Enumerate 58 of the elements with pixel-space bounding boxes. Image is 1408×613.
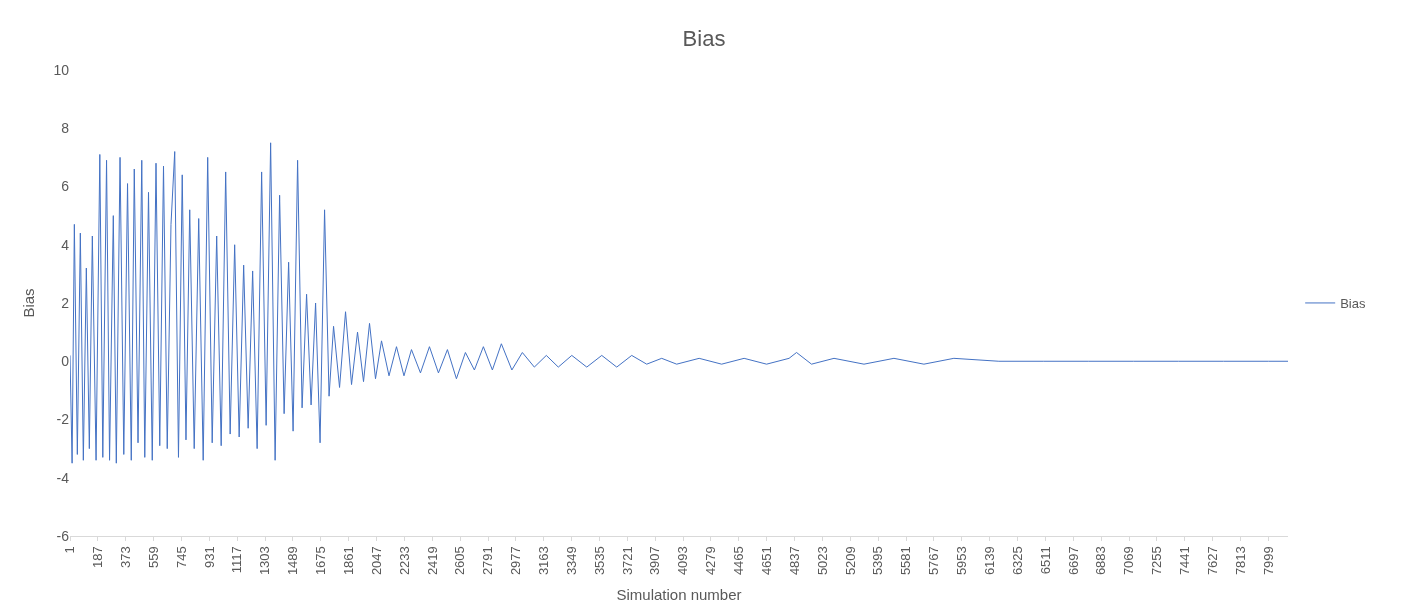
x-tick-label: 5953 (954, 546, 970, 576)
x-tick-label: 2233 (396, 546, 412, 576)
x-tick-label: 6139 (981, 546, 997, 576)
x-tick-label: 7441 (1176, 546, 1192, 576)
x-tick-label: 1489 (285, 546, 301, 576)
x-tick-label: 5767 (926, 546, 942, 576)
line-series (70, 142, 1288, 464)
x-tick-label: 7999 (1260, 546, 1276, 576)
x-tick-label: 1 (62, 546, 78, 554)
y-axis-title: Bias (19, 288, 37, 318)
x-tick-label: 1675 (313, 546, 329, 576)
x-tick-label: 2419 (424, 546, 440, 576)
x-tick-label: 4837 (786, 546, 802, 576)
y-tick-label: 2 (61, 294, 70, 311)
x-tick-label: 6883 (1093, 546, 1109, 576)
x-axis-title: Simulation number (616, 586, 742, 604)
x-tick-label: 6511 (1037, 546, 1053, 575)
x-tick-label: 3349 (563, 546, 579, 576)
x-tick-label: 3721 (619, 546, 635, 576)
x-tick-label: 1861 (340, 546, 356, 576)
x-tick-label: 4651 (758, 546, 774, 576)
x-tick-label: 5023 (814, 546, 830, 576)
x-tick-label: 1303 (257, 546, 273, 576)
x-tick-label: 4093 (675, 546, 691, 576)
x-tick-label: 1117 (229, 546, 245, 574)
x-tick-label: 7627 (1204, 546, 1220, 576)
x-tick-label: 373 (117, 546, 133, 568)
x-tick-label: 745 (173, 546, 189, 568)
x-tick-label: 2605 (452, 546, 468, 576)
y-tick-label: -6 (56, 527, 70, 544)
x-tick-label: 2047 (368, 546, 384, 576)
x-tick-label: 7069 (1121, 546, 1137, 576)
x-tick-label: 3535 (591, 546, 607, 576)
y-tick-label: 10 (53, 61, 70, 78)
y-tick-label: 6 (61, 178, 70, 195)
y-tick-label: -2 (56, 411, 70, 428)
x-tick-label: 4465 (731, 546, 747, 576)
x-tick-label: 931 (201, 546, 217, 568)
x-tick-label: 7255 (1149, 546, 1165, 576)
x-tick-label: 187 (90, 546, 106, 568)
y-tick-label: 0 (61, 353, 70, 370)
y-tick-label: 8 (61, 120, 70, 137)
x-tick-label: 2791 (480, 546, 496, 576)
y-tick-label: 4 (61, 236, 70, 253)
x-tick-label: 5395 (870, 546, 886, 576)
x-tick-label: 3907 (647, 546, 663, 576)
x-tick-label: 5581 (898, 546, 914, 576)
x-tick-label: 6325 (1009, 546, 1025, 576)
legend-label: Bias (1340, 296, 1366, 312)
x-tick-label: 5209 (842, 546, 858, 576)
x-tick-label: 7813 (1232, 546, 1248, 576)
x-tick-label: 6697 (1065, 546, 1081, 576)
x-tick-label: 4279 (703, 546, 719, 576)
x-tick-label: 3163 (535, 546, 551, 576)
y-tick-label: -4 (56, 469, 70, 486)
x-tick-label: 559 (145, 546, 161, 568)
chart-title: Bias (682, 26, 726, 52)
x-tick-label: 2977 (508, 546, 524, 576)
